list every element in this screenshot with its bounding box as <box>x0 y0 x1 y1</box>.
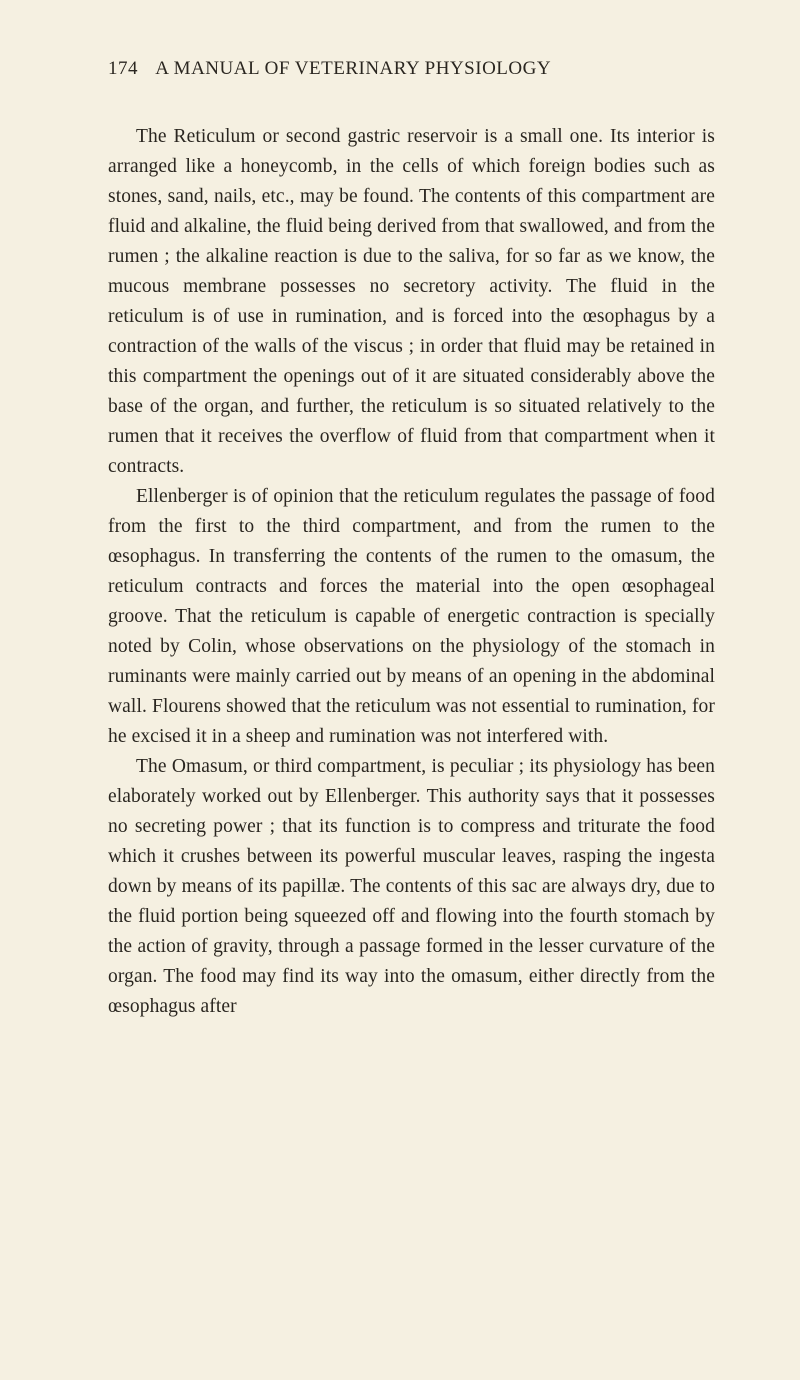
page-number: 174 <box>108 58 138 79</box>
body-paragraph: The Omasum, or third compartment, is pec… <box>108 752 715 1022</box>
header-title: A MANUAL OF VETERINARY PHYSIOLOGY <box>155 58 551 79</box>
body-paragraph: The Reticulum or second gastric reservoi… <box>108 122 715 482</box>
page-header: 174 A MANUAL OF VETERINARY PHYSIOLOGY <box>108 58 715 80</box>
document-page: 174 A MANUAL OF VETERINARY PHYSIOLOGY Th… <box>0 0 800 1380</box>
body-paragraph: Ellenberger is of opinion that the retic… <box>108 482 715 752</box>
